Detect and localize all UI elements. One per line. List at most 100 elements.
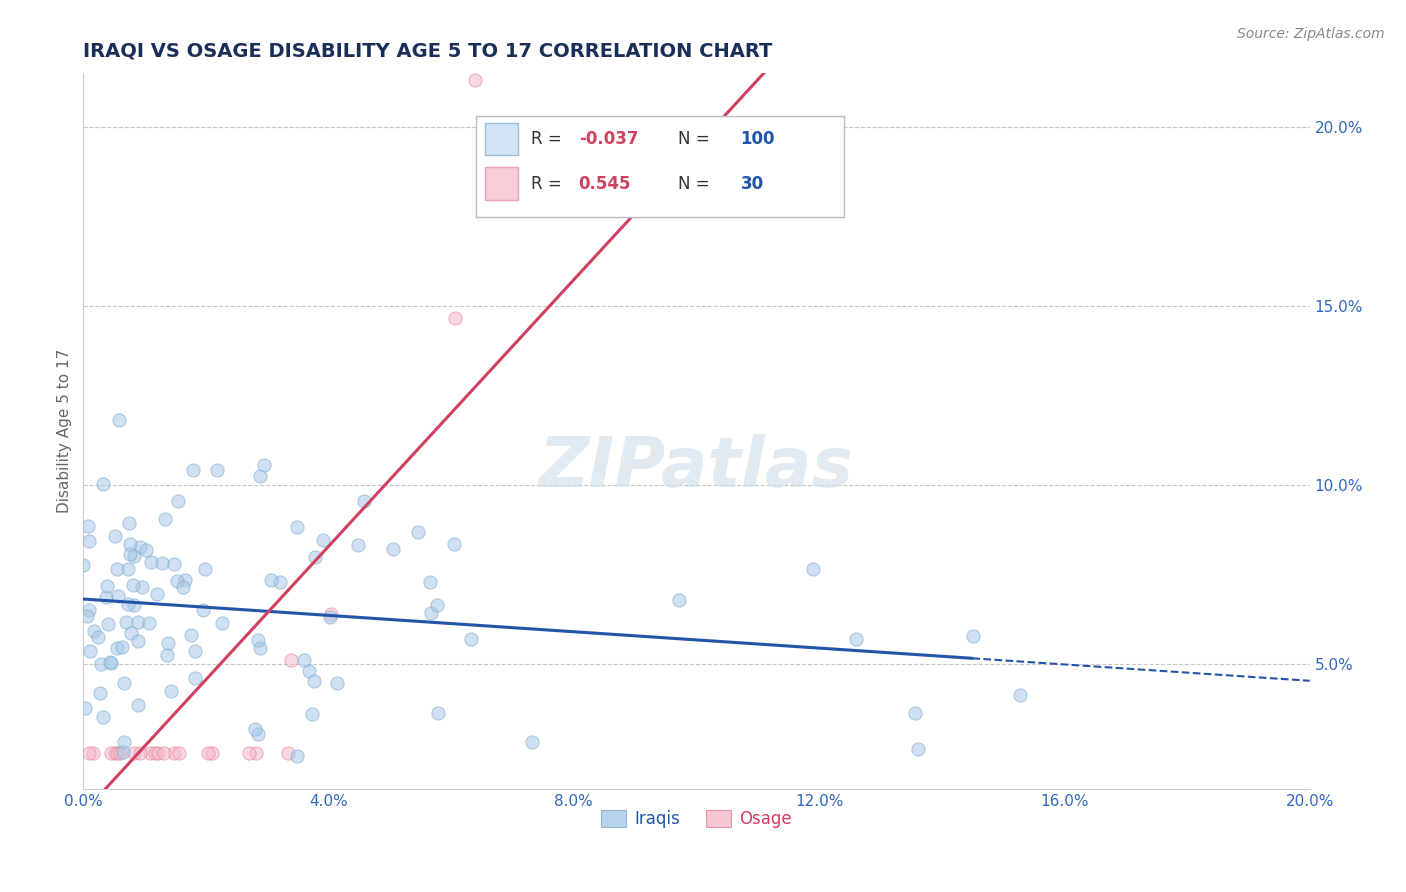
Text: IRAQI VS OSAGE DISABILITY AGE 5 TO 17 CORRELATION CHART: IRAQI VS OSAGE DISABILITY AGE 5 TO 17 CO… bbox=[83, 42, 773, 61]
Point bbox=[205, 462, 228, 476]
Point bbox=[77, 603, 100, 617]
Point bbox=[139, 556, 162, 570]
Point bbox=[180, 628, 202, 642]
Point bbox=[122, 577, 145, 591]
Point bbox=[124, 549, 146, 563]
Point bbox=[91, 710, 114, 724]
Point bbox=[89, 686, 111, 700]
Point bbox=[183, 644, 205, 658]
Text: Source: ZipAtlas.com: Source: ZipAtlas.com bbox=[1237, 27, 1385, 41]
Point bbox=[112, 735, 135, 749]
Point bbox=[128, 747, 150, 761]
Point bbox=[598, 48, 620, 62]
Point bbox=[79, 644, 101, 658]
Point bbox=[100, 657, 122, 671]
Point bbox=[353, 494, 375, 508]
Point bbox=[280, 653, 302, 667]
Point bbox=[326, 675, 349, 690]
Point bbox=[678, 48, 700, 62]
Point bbox=[146, 587, 169, 601]
Point bbox=[381, 542, 404, 557]
Point bbox=[120, 625, 142, 640]
Point bbox=[153, 747, 176, 761]
Point bbox=[122, 747, 145, 761]
Point bbox=[426, 706, 449, 720]
Point bbox=[904, 706, 927, 720]
Point bbox=[107, 747, 129, 761]
Point bbox=[174, 574, 197, 588]
Point bbox=[443, 537, 465, 551]
Point bbox=[285, 749, 308, 764]
Point bbox=[83, 624, 105, 639]
Point bbox=[201, 747, 224, 761]
Point bbox=[419, 606, 441, 620]
Point bbox=[253, 458, 276, 473]
Point bbox=[194, 561, 217, 575]
Point bbox=[406, 524, 429, 539]
Point bbox=[845, 632, 868, 646]
Point bbox=[807, 48, 830, 62]
Point bbox=[238, 747, 260, 761]
Point bbox=[813, 48, 835, 62]
Point bbox=[302, 673, 325, 688]
Point bbox=[118, 547, 141, 561]
Point bbox=[96, 591, 118, 605]
Point bbox=[801, 562, 824, 576]
Point bbox=[301, 707, 323, 722]
Point bbox=[907, 742, 929, 756]
Point bbox=[124, 598, 146, 612]
Point bbox=[277, 747, 299, 761]
Point bbox=[260, 573, 283, 587]
Point bbox=[292, 653, 315, 667]
Point bbox=[104, 529, 127, 543]
Point bbox=[111, 640, 134, 654]
Point bbox=[464, 73, 486, 87]
Point bbox=[298, 664, 321, 678]
Text: ZIPatlas: ZIPatlas bbox=[538, 434, 853, 500]
Point bbox=[100, 655, 122, 669]
Point bbox=[105, 562, 128, 576]
Point bbox=[91, 476, 114, 491]
Point bbox=[72, 558, 94, 572]
Point bbox=[160, 684, 183, 698]
Point bbox=[550, 48, 572, 62]
Point bbox=[285, 520, 308, 534]
Point bbox=[166, 574, 188, 588]
Point bbox=[77, 519, 100, 533]
Point bbox=[135, 543, 157, 558]
Point bbox=[156, 636, 179, 650]
Point bbox=[184, 671, 207, 685]
Point bbox=[156, 648, 179, 663]
Point bbox=[245, 747, 267, 761]
Point bbox=[127, 615, 149, 629]
Point bbox=[426, 598, 449, 612]
Point bbox=[117, 516, 139, 530]
Point bbox=[150, 557, 173, 571]
Point bbox=[104, 747, 127, 761]
Point bbox=[197, 747, 219, 761]
Point bbox=[120, 537, 142, 551]
Point bbox=[75, 701, 97, 715]
Point bbox=[269, 575, 291, 590]
Point bbox=[627, 48, 650, 62]
Point bbox=[107, 589, 129, 603]
Point bbox=[129, 540, 152, 554]
Point bbox=[319, 607, 342, 621]
Point bbox=[1057, 48, 1080, 62]
Point bbox=[111, 745, 134, 759]
Legend: Iraqis, Osage: Iraqis, Osage bbox=[595, 803, 799, 835]
Point bbox=[304, 549, 326, 564]
Point bbox=[419, 574, 441, 589]
Point bbox=[108, 747, 131, 761]
Point bbox=[138, 747, 160, 761]
Point bbox=[77, 747, 100, 761]
Point bbox=[211, 615, 233, 630]
Point bbox=[148, 747, 170, 761]
Point bbox=[520, 735, 543, 749]
Point bbox=[181, 463, 204, 477]
Point bbox=[107, 412, 129, 426]
Point bbox=[76, 609, 98, 624]
Point bbox=[962, 629, 984, 643]
Point bbox=[167, 494, 190, 508]
Point bbox=[96, 579, 118, 593]
